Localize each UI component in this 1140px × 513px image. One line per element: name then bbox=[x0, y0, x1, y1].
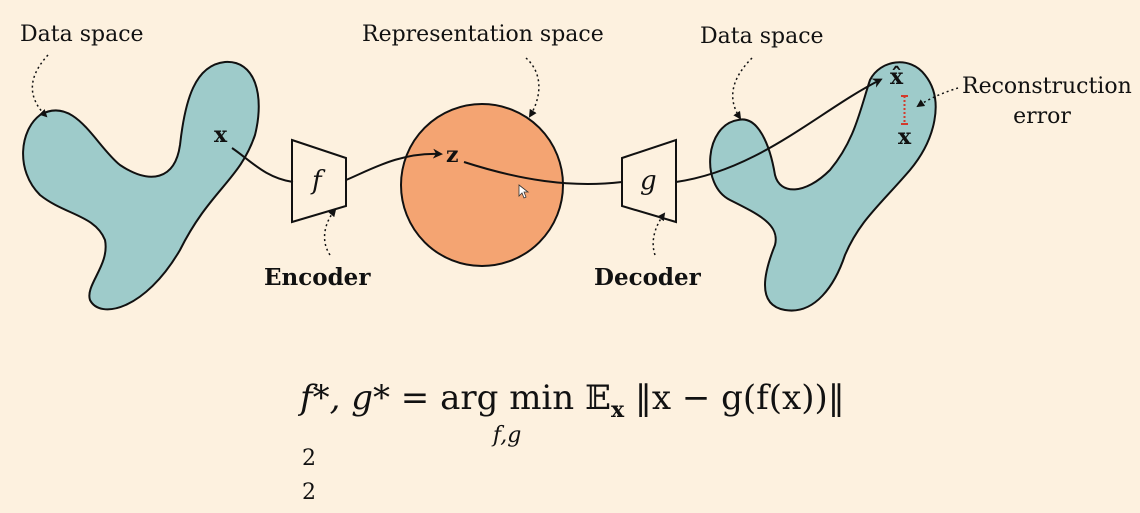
x-hat-symbol: x̂ bbox=[890, 64, 903, 90]
data-space-left-label: Data space bbox=[20, 22, 144, 47]
equation-norm: ‖x − g(f(x))‖ bbox=[635, 378, 845, 418]
right-data-blob bbox=[710, 62, 936, 310]
pointer-representation-space bbox=[526, 58, 539, 116]
autoencoder-diagram: Data space Representation space Data spa… bbox=[0, 0, 1140, 474]
pointer-data-space-right bbox=[733, 58, 752, 118]
pointer-encoder bbox=[325, 210, 335, 255]
equation-expectation: 𝔼x bbox=[585, 378, 624, 418]
equation-argmin-subscript: f,g bbox=[493, 416, 521, 456]
pointer-decoder bbox=[653, 214, 664, 255]
reconstruction-error-line2: error bbox=[962, 102, 1122, 132]
reconstruction-error-line1: Reconstruction bbox=[962, 72, 1122, 102]
expectation-subscript: x bbox=[611, 397, 624, 423]
norm-subscript: 2 bbox=[302, 473, 316, 513]
z-latent-symbol: z bbox=[446, 142, 459, 168]
data-space-right-label: Data space bbox=[700, 24, 824, 49]
equation-lhs: f*, g* bbox=[300, 378, 390, 418]
expectation-symbol: 𝔼 bbox=[585, 378, 611, 418]
equation-argmin-text: arg min bbox=[440, 378, 574, 418]
equation-argmin: arg min f,g bbox=[440, 378, 574, 418]
f-function-symbol: f bbox=[312, 166, 322, 196]
reconstruction-error-label: Reconstruction error bbox=[962, 72, 1122, 132]
latent-circle bbox=[401, 104, 563, 266]
representation-space-label: Representation space bbox=[362, 22, 604, 47]
encoder-label: Encoder bbox=[264, 264, 370, 291]
equation-equals: = bbox=[401, 378, 430, 418]
x-target-symbol: x bbox=[898, 124, 911, 150]
left-data-blob bbox=[23, 62, 259, 309]
objective-equation: f*, g* = arg min f,g 𝔼x ‖x − g(f(x))‖ 2 2 bbox=[300, 378, 860, 470]
pointer-data-space-left bbox=[32, 55, 48, 116]
g-function-symbol: g bbox=[640, 166, 657, 196]
decoder-label: Decoder bbox=[594, 264, 701, 291]
x-input-symbol: x bbox=[214, 122, 227, 148]
